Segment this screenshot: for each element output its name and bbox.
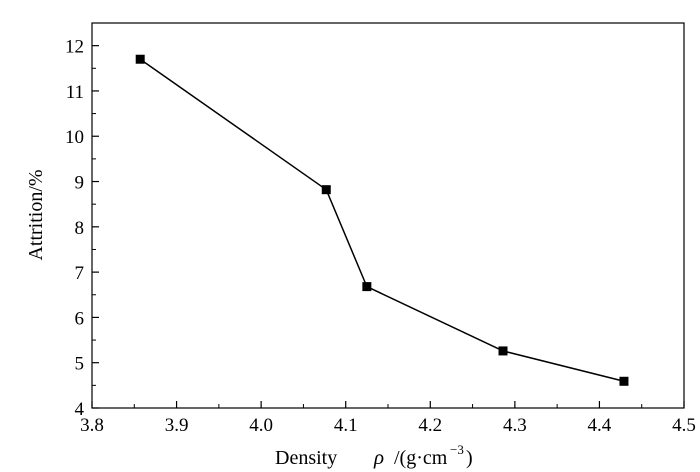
- x-tick-label: 4.3: [503, 415, 527, 436]
- x-tick-label: 4.1: [334, 415, 358, 436]
- x-axis-title: Density ρ /(g·cm −3 ): [275, 442, 473, 469]
- x-tick-labels: 3.8 3.9 4.0 4.1 4.2 4.3 4.4 4.5: [80, 415, 696, 436]
- y-tick-labels: 4 5 6 7 8 9 10 11 12: [65, 37, 85, 420]
- x-tick-label: 4.2: [418, 415, 442, 436]
- x-axis-title-symbol: ρ: [373, 445, 384, 469]
- x-axis-title-unit-close: ): [466, 447, 473, 469]
- y-tick-label: 11: [66, 82, 84, 103]
- data-point-marker: [135, 54, 145, 64]
- x-tick-label: 3.9: [165, 415, 189, 436]
- y-tick-label: 9: [75, 173, 85, 194]
- y-tick-label: 12: [65, 37, 84, 58]
- ticks-layer: [91, 45, 685, 409]
- data-point-marker: [498, 346, 508, 356]
- y-tick-label: 6: [75, 308, 85, 329]
- x-axis-title-label: Density: [275, 447, 337, 469]
- y-tick-label: 10: [65, 127, 84, 148]
- markers-layer: [135, 54, 629, 386]
- data-point-marker: [321, 185, 331, 195]
- x-axis-title-unit: /(g·cm: [394, 447, 448, 469]
- x-axis-title-unit-exponent: −3: [450, 442, 464, 457]
- x-tick-label: 4.0: [249, 415, 273, 436]
- y-tick-label: 4: [75, 399, 85, 420]
- y-axis-title: Attrition/%: [25, 169, 47, 260]
- data-point-marker: [362, 282, 372, 292]
- y-tick-label: 8: [75, 218, 85, 239]
- plot-frame: [91, 22, 685, 409]
- x-tick-label: 4.4: [588, 415, 612, 436]
- series-line: [139, 58, 625, 383]
- x-tick-label: 3.8: [80, 415, 104, 436]
- x-tick-label: 4.5: [672, 415, 696, 436]
- data-point-marker: [619, 376, 629, 386]
- y-tick-label: 5: [75, 354, 85, 375]
- y-tick-label: 7: [75, 263, 85, 284]
